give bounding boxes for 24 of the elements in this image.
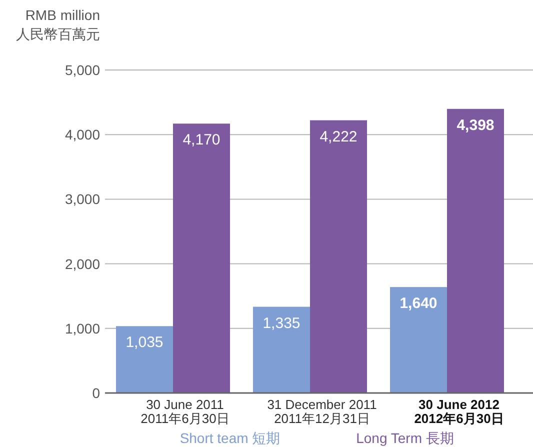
data-label: 1,335 xyxy=(262,314,300,332)
data-label: 4,398 xyxy=(456,116,494,134)
y-axis-title: RMB million 人民幣百萬元 xyxy=(16,7,100,42)
data-label: 4,170 xyxy=(182,132,220,149)
x-tick-label: 30 June 2012 2012年6月30日 xyxy=(414,397,504,426)
y-tick-label: 0 xyxy=(92,385,100,401)
x-tick-label: 31 December 2011 2011年12月31日 xyxy=(267,397,377,426)
data-label: 1,035 xyxy=(126,334,164,352)
bar xyxy=(116,326,173,393)
bar xyxy=(390,287,447,393)
y-tick-label: 1,000 xyxy=(64,320,100,336)
bar xyxy=(173,124,230,393)
y-tick-label: 4,000 xyxy=(64,126,100,143)
text: Long Term 長期 xyxy=(356,430,454,446)
bar xyxy=(447,108,504,393)
bar xyxy=(310,120,367,393)
data-label: 4,222 xyxy=(320,128,358,146)
y-tick-label: 2,000 xyxy=(64,256,100,272)
text: Short team 短期 xyxy=(180,430,280,446)
y-tick-label: 3,000 xyxy=(64,191,100,208)
data-label: 1,640 xyxy=(400,295,438,312)
bar xyxy=(253,306,310,393)
y-tick-label: 5,000 xyxy=(64,62,100,78)
x-tick-label: 30 June 2011 2011年6月30日 xyxy=(140,397,230,426)
